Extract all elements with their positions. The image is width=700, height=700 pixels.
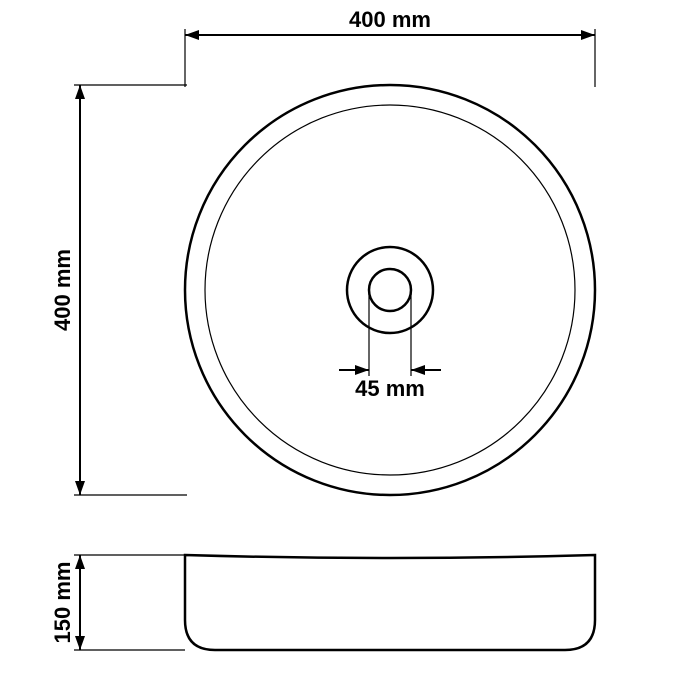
basin-rim-circle [205, 105, 575, 475]
svg-text:150 mm: 150 mm [50, 562, 75, 644]
svg-text:400 mm: 400 mm [50, 249, 75, 331]
side-view-outline [185, 555, 595, 650]
technical-drawing: 400 mm 400 mm 45 mm 150 mm [0, 0, 700, 700]
basin-outer-circle [185, 85, 595, 495]
svg-text:400 mm: 400 mm [349, 7, 431, 32]
drain-dimension-label: 45 mm [355, 376, 425, 401]
drain-inner-circle [369, 269, 411, 311]
drain-outer-circle [347, 247, 433, 333]
